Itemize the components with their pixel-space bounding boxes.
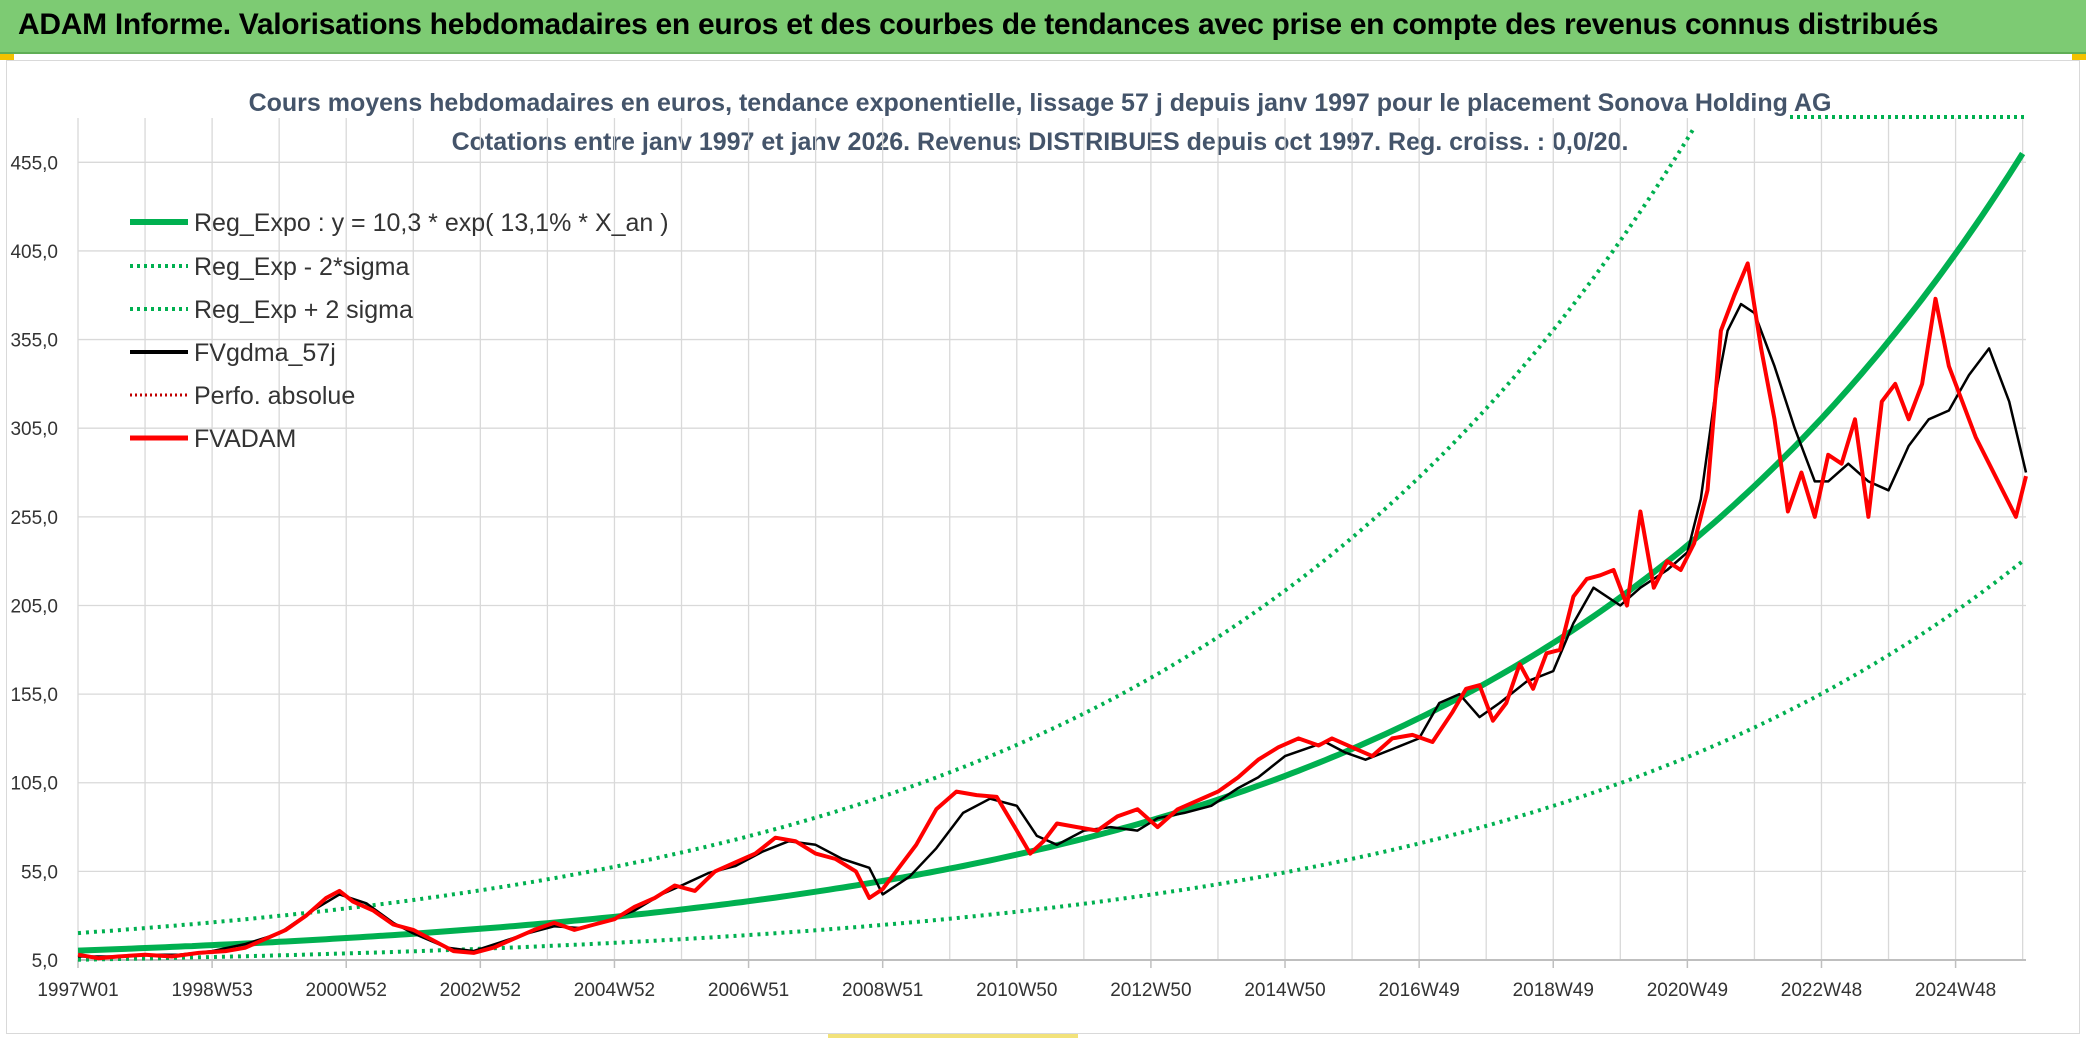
y-axis-ticks: 5,0 55,0 105,0 155,0 205,0 255,0 305,0 355,0 405…	[10, 153, 58, 972]
chart-title: Cours moyens hebdomadaires en euros, ten…	[249, 89, 1832, 117]
legend-label-sigma-low: Reg_Exp - 2*sigma	[194, 253, 409, 281]
corner-marker-right	[2072, 54, 2086, 60]
y-tick-label: 355,0	[10, 331, 58, 352]
x-axis-ticks: 1997W01 1998W53 2000W52 2002W52 2004W52 2006W…	[37, 960, 1996, 1001]
x-tick-label: 2022W48	[1781, 980, 1862, 1001]
y-tick-label: 155,0	[10, 685, 58, 706]
y-tick-label: 405,0	[10, 242, 58, 263]
x-tick-label: 1997W01	[37, 980, 118, 1001]
chart-subtitle: Cotations entre janv 1997 et janv 2026. …	[452, 128, 1629, 156]
series-fvadam	[77, 261, 2028, 961]
legend-label-fvadam: FVADAM	[194, 425, 296, 453]
x-tick-label: 1998W53	[171, 980, 252, 1001]
grid-vertical	[77, 118, 2026, 961]
x-tick-label: 2020W49	[1647, 980, 1728, 1001]
x-tick-label: 2008W51	[842, 980, 923, 1001]
x-tick-label: 2002W52	[440, 980, 521, 1001]
y-tick-label: 5,0	[32, 951, 58, 972]
x-tick-label: 2018W49	[1513, 980, 1594, 1001]
y-tick-label: 255,0	[10, 508, 58, 529]
x-tick-label: 2024W48	[1915, 980, 1996, 1001]
series-reg-expo	[77, 151, 2026, 954]
x-tick-label: 2006W51	[708, 980, 789, 1001]
x-tick-label: 2014W50	[1244, 980, 1325, 1001]
y-tick-label: 455,0	[10, 153, 58, 174]
x-tick-label: 2016W49	[1378, 980, 1459, 1001]
x-tick-label: 2010W50	[976, 980, 1057, 1001]
series-layer	[77, 126, 2028, 962]
x-tick-label: 2000W52	[306, 980, 387, 1001]
series-reg-exp-minus-2sigma	[77, 559, 2024, 962]
report-title: ADAM Informe. Valorisations hebdomadaire…	[18, 8, 1939, 41]
grid-horizontal	[78, 161, 2026, 961]
series-reg-exp-plus-2sigma	[77, 126, 1696, 936]
legend-label-sigma-high: Reg_Exp + 2 sigma	[194, 296, 413, 324]
legend-label-reg-expo: Reg_Expo : y = 10,3 * exp( 13,1% * X_an …	[194, 209, 669, 237]
legend-label-perfo: Perfo. absolue	[194, 382, 355, 410]
chart-frame	[6, 60, 2080, 1034]
y-tick-label: 205,0	[10, 596, 58, 617]
x-tick-label: 2004W52	[574, 980, 655, 1001]
legend-label-fvgdma: FVgdma_57j	[194, 339, 336, 367]
corner-marker-left	[0, 54, 14, 60]
report-banner: ADAM Informe. Valorisations hebdomadaire…	[0, 0, 2086, 54]
bottom-marker	[828, 1034, 1078, 1038]
x-tick-label: 2012W50	[1110, 980, 1191, 1001]
y-tick-label: 305,0	[10, 419, 58, 440]
series-fvgdma-57j	[78, 302, 2028, 958]
y-tick-label: 105,0	[10, 774, 58, 795]
y-tick-label: 55,0	[21, 862, 58, 883]
legend: Reg_Expo : y = 10,3 * exp( 13,1% * X_an …	[130, 209, 669, 453]
